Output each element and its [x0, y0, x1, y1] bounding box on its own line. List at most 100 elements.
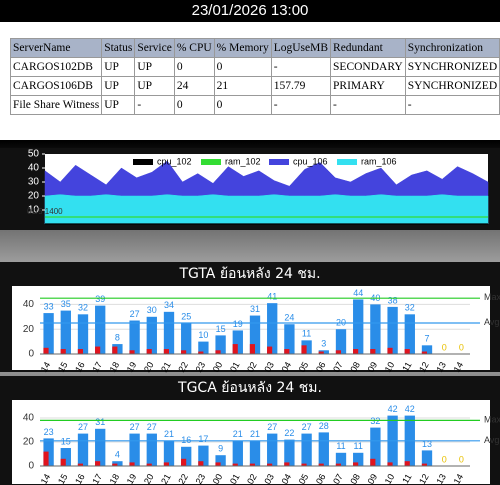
x-tick-label: 00 [211, 472, 225, 485]
bar [353, 349, 359, 354]
x-tick-label: 11 [400, 360, 413, 373]
data-label: 4 [115, 450, 120, 460]
column-header: Service [134, 38, 175, 58]
x-tick-label: 08 [348, 360, 362, 374]
legend-swatch [133, 159, 153, 165]
x-tick-label: 03 [262, 360, 276, 374]
bar [284, 324, 295, 354]
x-tick-label: 06 [314, 472, 328, 485]
legend-swatch [337, 159, 357, 165]
cell: 0 [173, 95, 215, 115]
bar [335, 350, 341, 354]
cell: - [270, 95, 332, 115]
data-label: 16 [181, 435, 191, 445]
x-tick-label: 13 [434, 472, 448, 485]
data-label: 35 [61, 299, 71, 309]
data-label: 27 [130, 309, 140, 319]
x-tick-label: 15 [56, 360, 70, 374]
bar [318, 351, 324, 354]
data-label: 30 [147, 305, 157, 315]
bar [301, 345, 307, 354]
data-label: 41 [267, 292, 277, 302]
cell: - [330, 95, 406, 115]
bar [387, 306, 398, 354]
cell: - [404, 95, 500, 115]
data-label: 10 [198, 330, 208, 340]
bar [267, 463, 273, 466]
data-label: 25 [181, 311, 191, 321]
bar [146, 349, 152, 354]
legend-swatch [269, 159, 289, 165]
bar [129, 350, 135, 354]
y-tick-label: 20 [23, 324, 35, 335]
column-header: Synchronization [404, 38, 500, 58]
bar [129, 433, 140, 466]
bar [387, 462, 393, 466]
legend-label: cpu_102 [157, 156, 192, 166]
bar [284, 439, 295, 466]
data-label: 34 [164, 300, 174, 310]
data-label: 0 [459, 454, 464, 464]
bar [370, 304, 381, 354]
bar [129, 320, 140, 354]
x-tick-label: 21 [159, 472, 173, 485]
bar [335, 452, 347, 466]
bar [353, 299, 364, 354]
x-tick-label: 20 [142, 472, 156, 485]
bar [95, 461, 101, 466]
reference-label: Max.45 [484, 293, 500, 303]
cell: SYNCHRONIZED [404, 76, 500, 96]
data-label: 7 [424, 334, 429, 344]
row: CARGOS106DB UP UP 24 21 157.79 PRIMARY SYNCHRON… [9, 76, 500, 96]
x-tick-label: 14 [452, 360, 466, 374]
x-tick-label: 06 [314, 360, 328, 374]
header-row: ServerName Status Service% CPU% Memory LogU… [9, 38, 500, 58]
column-header: Redundant [330, 38, 406, 58]
data-label: 11 [302, 329, 311, 339]
x-tick-label: 23 [194, 360, 208, 374]
cell: UP [134, 57, 175, 77]
column-header: % CPU [173, 38, 215, 58]
bar [163, 440, 175, 466]
bar [146, 316, 157, 354]
x-tick-label: 03 [262, 472, 276, 485]
bar [370, 427, 381, 466]
bar [43, 313, 54, 354]
chart-title: TGCA ย้อนหลัง 24 ชม. [177, 380, 322, 396]
y-tick-label: 20 [23, 437, 35, 448]
cell: CARGOS106DB [9, 76, 103, 96]
data-label: 27 [302, 422, 312, 432]
data-label: 24 [284, 313, 294, 323]
bar [387, 347, 393, 354]
cell: 21 [213, 76, 272, 96]
cell: UP [134, 76, 175, 96]
y-tick-label: 0 [28, 349, 34, 360]
y-tick-label: 30 [28, 177, 40, 188]
data-label: 33 [44, 301, 54, 311]
data-label: 31 [95, 417, 105, 427]
column-header: Status [101, 38, 136, 58]
bar [284, 349, 290, 354]
cell: File Share Witness [9, 95, 103, 115]
cell: SYNCHRONIZED [404, 57, 500, 77]
bar [215, 455, 226, 466]
x-tick-label: 21 [159, 360, 173, 374]
x-tick-label: 11 [400, 472, 413, 485]
bar [95, 346, 101, 354]
cell: 0 [213, 95, 272, 115]
x-tick-label: 05 [297, 360, 311, 374]
y-tick-label: 40 [23, 413, 35, 424]
legend-label: ram_106 [361, 156, 397, 166]
column-header: ServerName [9, 38, 103, 58]
cell: 157.79 [270, 76, 332, 96]
server-table: ServerName Status Service% CPU% Memory LogU… [9, 38, 500, 115]
bar [232, 344, 238, 354]
bar [163, 311, 175, 354]
bar [404, 461, 410, 466]
x-tick-label: 07 [331, 360, 345, 374]
data-label: 27 [147, 422, 157, 432]
bar [318, 432, 329, 466]
bar [60, 448, 71, 466]
bar [232, 463, 238, 466]
